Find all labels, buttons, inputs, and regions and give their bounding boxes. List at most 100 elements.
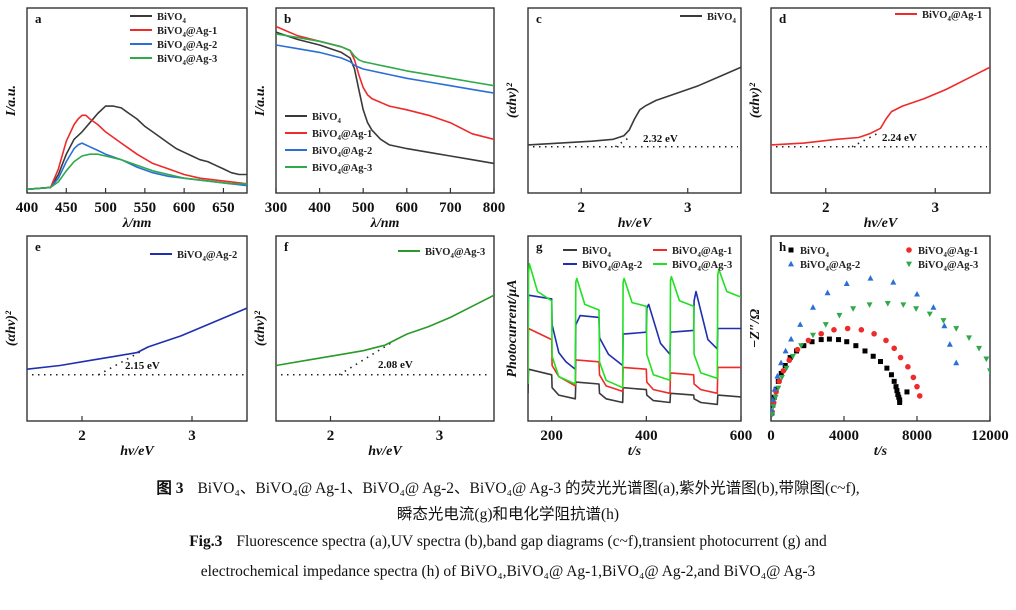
data-point bbox=[897, 397, 903, 403]
x-tick-label: 8000 bbox=[902, 428, 932, 444]
data-point bbox=[843, 280, 850, 286]
panel-letter: f bbox=[284, 239, 289, 254]
legend-label: BiVO4 bbox=[157, 12, 186, 25]
plot-frame bbox=[770, 7, 991, 194]
plot-area bbox=[528, 66, 741, 148]
x-tick-label: 12000 bbox=[971, 428, 1009, 444]
x-axis-label: hν/eV bbox=[120, 444, 155, 459]
data-point bbox=[897, 354, 904, 361]
legend-label: BiVO4@Ag-1 bbox=[672, 246, 732, 259]
data-point bbox=[794, 346, 801, 353]
data-point bbox=[778, 359, 785, 366]
legend-label: BiVO4 bbox=[707, 12, 736, 25]
data-point bbox=[891, 378, 897, 384]
tangent-dotted bbox=[851, 131, 881, 148]
data-point bbox=[904, 389, 910, 395]
data-point bbox=[953, 359, 960, 366]
data-point bbox=[809, 332, 816, 339]
data-point bbox=[891, 345, 897, 352]
data-point bbox=[895, 392, 901, 398]
series-line-bivo4-ag-1 bbox=[27, 114, 247, 191]
legend-marker bbox=[788, 247, 794, 253]
data-point bbox=[805, 337, 812, 344]
x-tick-label: 300 bbox=[265, 200, 288, 216]
data-point bbox=[774, 372, 781, 379]
bandgap-annotation: 2.32 eV bbox=[643, 133, 678, 145]
data-point bbox=[966, 335, 973, 341]
x-tick-label: 500 bbox=[94, 200, 117, 216]
data-point bbox=[826, 336, 832, 342]
plot-area bbox=[276, 294, 494, 376]
data-point bbox=[844, 325, 851, 332]
legend-label: BiVO4@Ag-1 bbox=[922, 10, 982, 23]
data-point bbox=[883, 337, 889, 344]
x-tick-label: 4000 bbox=[829, 428, 859, 444]
data-point bbox=[900, 302, 907, 308]
bandgap-annotation: 2.24 eV bbox=[882, 132, 917, 144]
data-point bbox=[941, 322, 948, 329]
legend-label: BiVO4@Ag-2 bbox=[582, 260, 642, 273]
series-line-bivo4 bbox=[528, 66, 741, 146]
data-point bbox=[867, 275, 874, 281]
y-axis-label: I/a.u. bbox=[253, 85, 268, 117]
x-axis-label: t/s bbox=[874, 444, 888, 459]
data-point bbox=[853, 343, 859, 349]
legend-label: BiVO4@Ag-2 bbox=[312, 146, 372, 159]
chart-panel-d: 2 3 hν/eV (αhν)² d 2.24 eV BiVO4@Ag-1 bbox=[748, 7, 991, 231]
series-line-bivo4-ag-1 bbox=[528, 327, 741, 395]
data-point bbox=[809, 339, 815, 345]
data-point bbox=[809, 304, 816, 310]
x-tick-label: 600 bbox=[173, 200, 196, 216]
legend-marker bbox=[906, 247, 912, 253]
caption-cn-line1: 图 3 BiVO₄、BiVO₄@ Ag-1、BiVO₄@ Ag-2、BiVO₄@ … bbox=[0, 476, 1016, 498]
x-tick-label: 600 bbox=[396, 200, 419, 216]
data-point bbox=[953, 326, 960, 332]
plot-area bbox=[27, 307, 247, 376]
data-point bbox=[786, 357, 793, 364]
legend: BiVO4@Ag-3 bbox=[398, 247, 485, 260]
chart-panel-c: 2 3 hν/eV (αhν)² c 2.32 eV BiVO4 bbox=[505, 7, 742, 231]
series-line-bivo4-ag-3 bbox=[27, 153, 247, 191]
data-point bbox=[896, 394, 902, 400]
data-point bbox=[914, 383, 920, 390]
x-tick-label: 650 bbox=[212, 200, 235, 216]
data-point bbox=[894, 388, 900, 394]
caption-cn-text-1: BiVO₄、BiVO₄@ Ag-1、BiVO₄@ Ag-2、BiVO₄@ Ag-… bbox=[197, 480, 860, 497]
data-point bbox=[866, 302, 873, 308]
chart-panel-b: 300 400 500 600 700 800 λ/nm I/a.u. b BiVO4 BiVO4@… bbox=[253, 7, 505, 231]
x-tick-label: 3 bbox=[932, 200, 940, 216]
panel-letter: a bbox=[35, 11, 42, 26]
bandgap-annotation: 2.15 eV bbox=[125, 360, 160, 372]
data-point bbox=[976, 345, 983, 352]
series-line-bivo4 bbox=[276, 31, 494, 165]
x-tick-label: 3 bbox=[188, 428, 196, 444]
legend-label: BiVO4@Ag-3 bbox=[312, 163, 372, 176]
data-point bbox=[822, 322, 829, 328]
x-tick-label: 3 bbox=[684, 200, 692, 216]
data-point bbox=[871, 330, 877, 337]
legend-label: BiVO4@Ag-1 bbox=[312, 129, 372, 142]
x-axis-label: hν/eV bbox=[864, 216, 899, 231]
data-point bbox=[888, 372, 894, 378]
chart-panel-f: 2 3 hν/eV (αhν)² f 2.08 eV BiVO4@Ag-3 bbox=[253, 235, 495, 459]
legend-label: BiVO4@Ag-3 bbox=[157, 54, 217, 67]
x-tick-label: 450 bbox=[55, 200, 78, 216]
data-point bbox=[890, 279, 897, 285]
x-axis-label: hν/eV bbox=[618, 216, 653, 231]
y-axis-label: (αhν)² bbox=[748, 82, 763, 118]
data-point bbox=[983, 356, 990, 363]
plot-frame bbox=[275, 235, 495, 422]
data-point bbox=[778, 374, 785, 381]
data-point bbox=[930, 304, 937, 310]
y-axis-label: (αhν)² bbox=[4, 310, 19, 346]
data-point bbox=[946, 341, 953, 347]
y-axis-label: (αhν)² bbox=[505, 82, 520, 118]
legend: BiVO4@Ag-2 bbox=[150, 250, 237, 263]
legend-label: BiVO4@Ag-3 bbox=[918, 260, 978, 273]
panel-letter: h bbox=[779, 239, 787, 254]
caption-en-line1: Fig.3 Fluorescence spectra (a),UV spectra… bbox=[0, 533, 1016, 551]
legend: BiVO4 BiVO4@Ag-1 BiVO4@Ag-2 BiVO4@Ag-3 bbox=[788, 246, 978, 273]
